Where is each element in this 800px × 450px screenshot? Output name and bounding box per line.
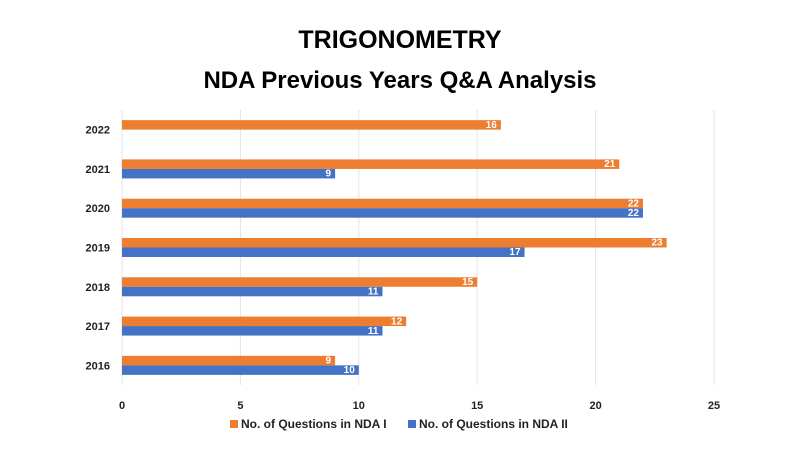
x-tick-label: 0 — [119, 400, 125, 412]
y-tick-label: 2020 — [86, 203, 110, 215]
bar-nda-1 — [122, 198, 643, 209]
data-label: 12 — [391, 316, 403, 327]
bar-nda-1 — [122, 238, 667, 248]
chart-subtitle: NDA Previous Years Q&A Analysis — [203, 67, 596, 94]
bars — [122, 120, 667, 375]
bar-nda-2 — [122, 286, 383, 297]
data-label: 17 — [509, 247, 521, 258]
y-tick-label: 2019 — [86, 243, 110, 255]
data-label: 11 — [368, 286, 379, 297]
bar-nda-1 — [122, 120, 501, 130]
data-label: 16 — [486, 120, 498, 131]
data-label: 11 — [368, 326, 379, 337]
y-tick-label: 2016 — [86, 360, 110, 372]
legend: No. of Questions in NDA I No. of Question… — [230, 417, 568, 431]
data-label: 9 — [326, 169, 332, 180]
chart-title: TRIGONOMETRY — [298, 26, 502, 54]
bar-nda-1 — [122, 316, 407, 327]
y-tick-label: 2022 — [86, 125, 110, 137]
data-label: 10 — [344, 365, 356, 376]
x-tick-label: 15 — [471, 400, 483, 412]
bar-nda-2 — [122, 365, 359, 375]
bar-nda-2 — [122, 168, 336, 179]
x-tick-label: 25 — [708, 400, 720, 412]
y-tick-label: 2017 — [86, 321, 110, 333]
x-tick-label: 5 — [237, 400, 243, 412]
bar-nda-2 — [122, 208, 643, 218]
x-tick-label: 20 — [589, 400, 601, 412]
bar-nda-1 — [122, 159, 620, 169]
x-axis-ticks: 0 5 10 15 20 25 — [119, 400, 720, 412]
legend-swatch — [230, 420, 238, 428]
y-axis-ticks: 2016 2017 2018 2019 2020 2021 2022 — [86, 125, 110, 373]
data-label: 9 — [326, 356, 332, 367]
y-tick-label: 2021 — [86, 164, 110, 176]
legend-swatch — [408, 420, 416, 428]
y-tick-label: 2018 — [86, 282, 110, 294]
bar-nda-2 — [122, 326, 383, 336]
bar-nda-2 — [122, 247, 525, 257]
bar-nda-1 — [122, 277, 478, 287]
legend-label: No. of Questions in NDA II — [419, 417, 568, 431]
data-label: 23 — [652, 238, 664, 249]
data-label: 22 — [628, 208, 640, 219]
data-label: 15 — [462, 277, 474, 288]
data-label: 21 — [604, 159, 616, 170]
bar-nda-1 — [122, 355, 336, 366]
data-label: 22 — [628, 198, 640, 209]
x-tick-label: 10 — [353, 400, 365, 412]
legend-label: No. of Questions in NDA I — [241, 417, 387, 431]
